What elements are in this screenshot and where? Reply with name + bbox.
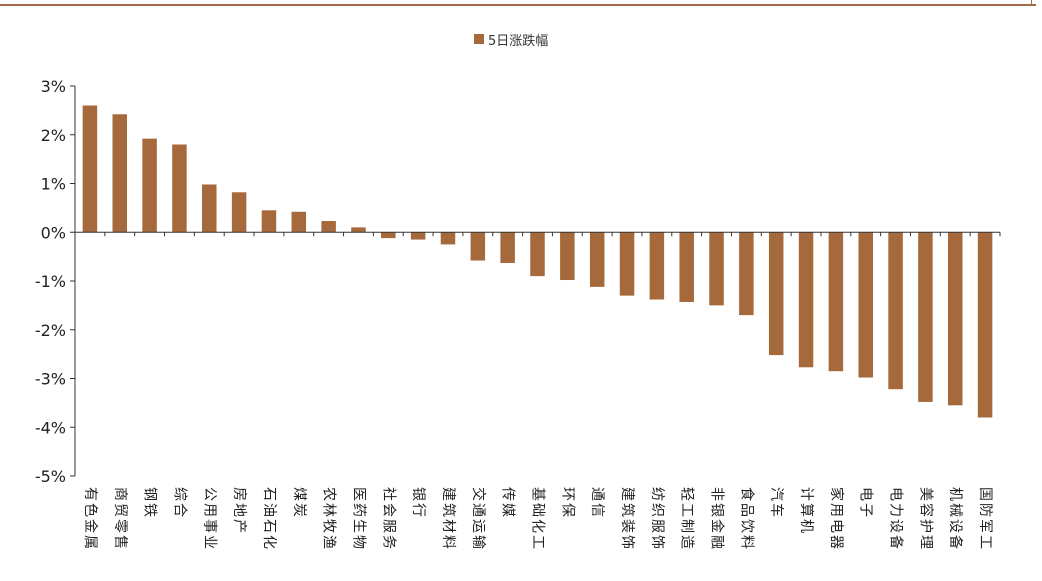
- x-tick-label: 有色金属: [82, 487, 99, 551]
- bar: [560, 232, 575, 281]
- bar: [947, 232, 963, 406]
- bar: [798, 232, 814, 368]
- bar: [261, 210, 277, 233]
- x-tick-label: 纺织服饰: [649, 487, 665, 551]
- bar: [977, 232, 993, 418]
- bar: [530, 232, 545, 277]
- x-tick-label: 环保: [559, 487, 575, 519]
- bar: [410, 232, 426, 240]
- bar: [589, 232, 605, 287]
- x-tick-label: 钢铁: [142, 487, 158, 519]
- x-axis: [74, 231, 1001, 237]
- top-border-line: [0, 4, 1036, 6]
- x-tick-label: 综合: [171, 487, 187, 519]
- x-tick-label: 社会服务: [380, 487, 396, 551]
- y-tick-label: 3%: [41, 77, 66, 96]
- x-tick-label: 基础化工: [530, 487, 547, 551]
- x-tick-label: 建筑装饰: [619, 487, 635, 551]
- bar: [679, 232, 694, 302]
- x-tick-label: 交通运输: [470, 487, 487, 551]
- x-tick-label: 电子: [858, 487, 874, 519]
- x-tick-label: 轻工制造: [679, 487, 695, 551]
- y-tick-label: 0%: [41, 223, 66, 242]
- legend-label: 5日涨跌幅: [488, 33, 549, 49]
- legend-swatch: [474, 34, 484, 44]
- y-tick-label: 2%: [41, 126, 66, 145]
- y-axis: 3% 2% 1% 0% -1% -2% -3% -4% -5%: [35, 77, 76, 486]
- x-tick-label: 通信: [589, 487, 605, 519]
- x-tick-label: 农林牧渔: [321, 487, 337, 551]
- x-tick-label: 商贸零售: [112, 487, 128, 551]
- x-tick-label: 医药生物: [350, 487, 366, 551]
- x-tick-label: 机械设备: [947, 487, 964, 551]
- x-tick-label: 非银金融: [709, 487, 725, 551]
- bar: [351, 227, 366, 233]
- legend: 5日涨跌幅: [474, 29, 548, 49]
- bar: [828, 232, 844, 372]
- x-tick-label: 美容护理: [917, 487, 934, 551]
- bar: [649, 232, 665, 300]
- x-tick-label: 汽车: [768, 487, 785, 519]
- bar: [470, 232, 486, 261]
- y-tick-label: -1%: [35, 272, 66, 291]
- x-tick-label: 石油石化: [261, 487, 277, 551]
- bar: [142, 138, 157, 233]
- top-border-end-mark: [1031, 0, 1032, 5]
- x-tick-label: 计算机: [798, 487, 814, 535]
- x-tick-label: 建筑材料: [440, 487, 456, 551]
- bar: [500, 232, 515, 263]
- bar: [739, 232, 754, 316]
- x-tick-label: 国防军工: [977, 487, 993, 551]
- bar: [112, 114, 128, 233]
- bar: [888, 232, 903, 390]
- bar: [202, 184, 217, 233]
- x-tick-label: 银行: [410, 487, 426, 519]
- x-tick-label: 电力设备: [888, 487, 905, 551]
- bar: [440, 232, 456, 245]
- x-tick-label: 公用事业: [201, 487, 217, 551]
- x-tick-labels: 有色金属 商贸零售 钢铁 综合 公用事业 房地产 石油石化 煤炭 农林牧渔 医药生物 社会服务 银行建…: [82, 487, 993, 551]
- bars: [82, 105, 993, 418]
- bar: [709, 232, 724, 306]
- y-tick-label: -4%: [35, 418, 66, 437]
- bar: [82, 105, 98, 233]
- y-tick-label: -5%: [35, 467, 66, 486]
- x-tick-label: 房地产: [231, 487, 247, 535]
- x-tick-label: 传媒: [500, 487, 516, 519]
- y-tick-label: -3%: [35, 370, 66, 389]
- bar: [768, 232, 784, 356]
- bar: [619, 232, 635, 296]
- bar: [918, 232, 933, 402]
- x-tick-label: 家用电器: [828, 487, 845, 551]
- bar: [291, 211, 307, 233]
- bar: [321, 221, 336, 233]
- bar: [858, 232, 873, 378]
- bar: [381, 232, 396, 239]
- y-tick-label: -2%: [35, 321, 66, 340]
- x-tick-label: 食品饮料: [738, 487, 755, 551]
- bar: [172, 144, 187, 233]
- y-tick-label: 1%: [41, 175, 66, 194]
- x-tick-label: 煤炭: [291, 487, 307, 519]
- bar: [231, 192, 247, 233]
